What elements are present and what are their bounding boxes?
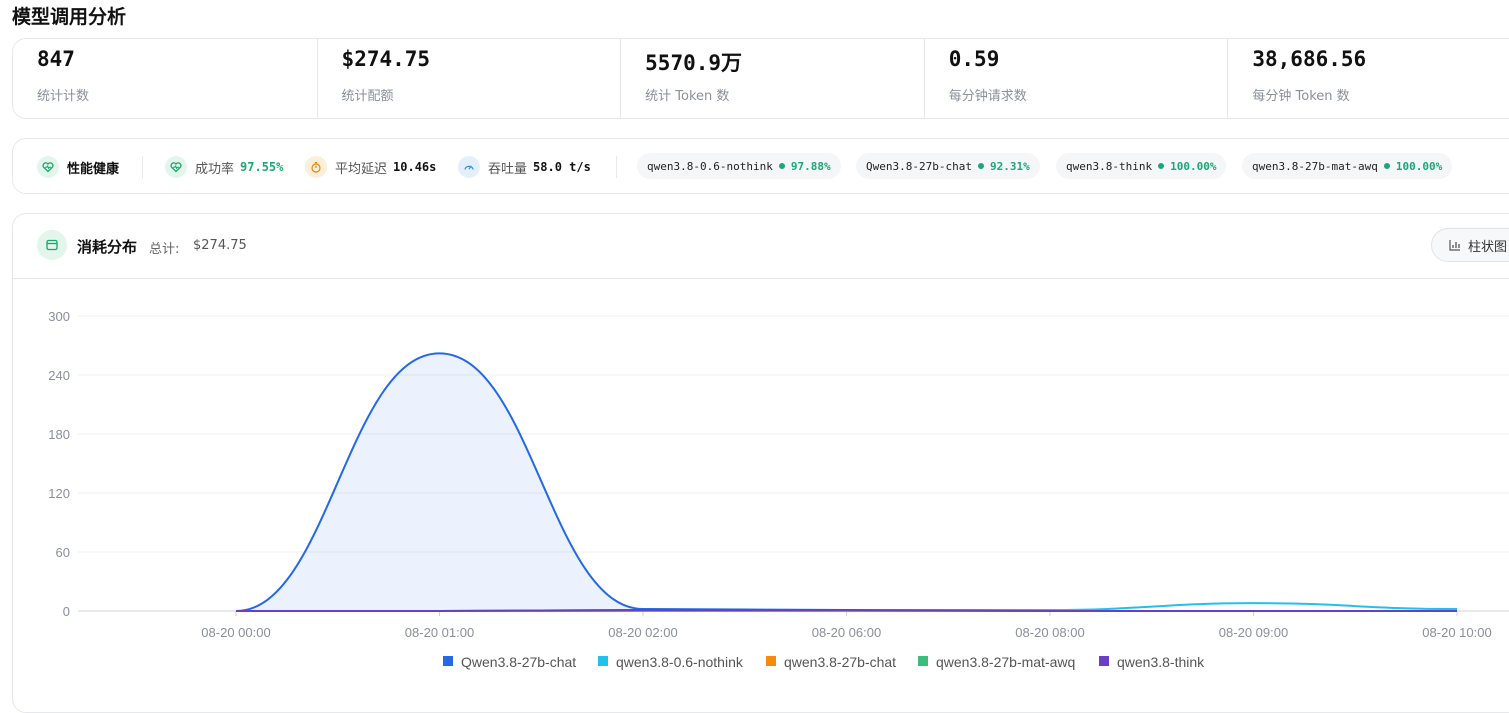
stat-value: 0.59 [948, 47, 1000, 71]
heart-pulse-icon [37, 156, 59, 178]
x-tick-label: 08-20 10:00 [1422, 625, 1491, 640]
model-name: qwen3.8-think [1066, 159, 1153, 173]
legend-label: qwen3.8-0.6-nothink [616, 654, 744, 670]
stat-rpm: 0.59 每分钟请求数 [923, 39, 1228, 118]
legend-swatch [1099, 656, 1109, 666]
heart-pulse-icon [165, 156, 187, 178]
legend-swatch [598, 656, 608, 666]
status-dot-icon [977, 163, 984, 169]
divider [142, 156, 143, 178]
bar-chart-icon [1449, 240, 1460, 251]
success-rate-metric: 成功率 97.55% [165, 155, 283, 179]
stat-quota: $274.75 统计配额 [316, 39, 621, 118]
model-rate: 100.00% [1395, 159, 1443, 173]
model-health-pill: qwen3.8-think 100.00% [1056, 153, 1227, 179]
stat-value: 38,686.56 [1252, 47, 1367, 71]
legend-swatch [766, 656, 776, 666]
legend-label: qwen3.8-think [1117, 654, 1205, 670]
gauge-icon [458, 156, 480, 178]
model-rate: 100.00% [1170, 159, 1217, 173]
model-rate: 92.31% [989, 159, 1030, 173]
page-title: 模型调用分析 [12, 6, 127, 28]
stat-label: 统计计数 [37, 89, 90, 104]
legend-label: qwen3.8-27b-mat-awq [936, 654, 1075, 670]
y-tick-label: 300 [48, 309, 70, 324]
health-title: 性能健康 [67, 161, 120, 177]
legend-swatch [443, 656, 453, 666]
stats-card: 847 统计计数 $274.75 统计配额 5570.9万 统计 Token 数… [12, 38, 1509, 119]
latency-metric: 平均延迟 10.46s [305, 155, 436, 179]
y-tick-label: 120 [48, 486, 70, 501]
model-name: qwen3.8-27b-mat-awq [1252, 159, 1378, 173]
success-rate-label: 成功率 [195, 161, 235, 177]
model-name: Qwen3.8-27b-chat [866, 159, 972, 173]
stat-value: 847 [37, 47, 75, 71]
stat-label: 每分钟 Token 数 [1252, 89, 1350, 104]
y-tick-label: 180 [48, 427, 70, 442]
stopwatch-icon [305, 156, 327, 178]
stat-tokens: 5570.9万 统计 Token 数 [620, 39, 924, 118]
legend-label: qwen3.8-27b-chat [784, 654, 896, 670]
chart-type-label: 柱状图 [1468, 239, 1508, 255]
model-health-pill: Qwen3.8-27b-chat 92.31% [856, 153, 1040, 179]
chart-type-button[interactable]: 柱状图 [1431, 228, 1509, 262]
stat-label: 统计配额 [341, 89, 394, 104]
health-card: 性能健康 成功率 97.55% 平均延迟 10.46s 吞吐量 58.0 t/s… [12, 138, 1509, 194]
status-dot-icon [1158, 163, 1165, 169]
stat-value: 5570.9万 [645, 51, 743, 75]
legend-label: Qwen3.8-27b-chat [461, 654, 576, 670]
consumption-card: 消耗分布 总计: $274.75 柱状图 [12, 213, 1509, 713]
divider [616, 156, 617, 178]
consumption-title: 消耗分布 [77, 238, 138, 256]
model-name: qwen3.8-0.6-nothink [647, 159, 773, 173]
series-line [236, 609, 1457, 613]
legend-swatch [918, 656, 928, 666]
throughput-value: 58.0 t/s [533, 160, 591, 174]
success-rate-value: 97.55% [240, 160, 284, 174]
stat-label: 每分钟请求数 [948, 89, 1027, 104]
x-tick-label: 08-20 09:00 [1219, 625, 1288, 640]
wallet-icon [37, 230, 67, 260]
latency-label: 平均延迟 [335, 161, 388, 177]
status-dot-icon [1383, 163, 1390, 169]
latency-value: 10.46s [393, 160, 437, 174]
stat-tpm: 38,686.56 每分钟 Token 数 [1227, 39, 1509, 118]
health-title-group: 性能健康 [37, 155, 119, 179]
stat-count: 847 统计计数 [13, 39, 317, 118]
y-tick-label: 240 [48, 368, 70, 383]
x-tick-label: 08-20 00:00 [201, 625, 270, 640]
stat-label: 统计 Token 数 [645, 89, 730, 104]
x-tick-label: 08-20 01:00 [405, 625, 474, 640]
status-dot-icon [778, 163, 785, 169]
consumption-chart: 0 60 120 180 240 300 08-20 00:00 08-20 01:00 08-… [48, 309, 1509, 670]
throughput-metric: 吞吐量 58.0 t/s [458, 155, 591, 179]
stat-value: $274.75 [341, 47, 431, 71]
total-label: 总计: [149, 242, 180, 257]
model-health-pill: qwen3.8-0.6-nothink 97.88% [637, 153, 841, 179]
y-tick-label: 0 [63, 604, 70, 619]
x-tick-label: 08-20 02:00 [608, 625, 677, 640]
model-health-pill: qwen3.8-27b-mat-awq 100.00% [1242, 153, 1453, 179]
throughput-label: 吞吐量 [488, 161, 528, 177]
consumption-header: 消耗分布 总计: $274.75 柱状图 [13, 214, 1509, 279]
x-tick-label: 08-20 08:00 [1015, 625, 1084, 640]
series-area [236, 353, 1457, 611]
x-tick-label: 08-20 06:00 [812, 625, 881, 640]
model-rate: 97.88% [790, 159, 831, 173]
y-tick-label: 60 [56, 545, 70, 560]
total-value: $274.75 [193, 238, 247, 253]
